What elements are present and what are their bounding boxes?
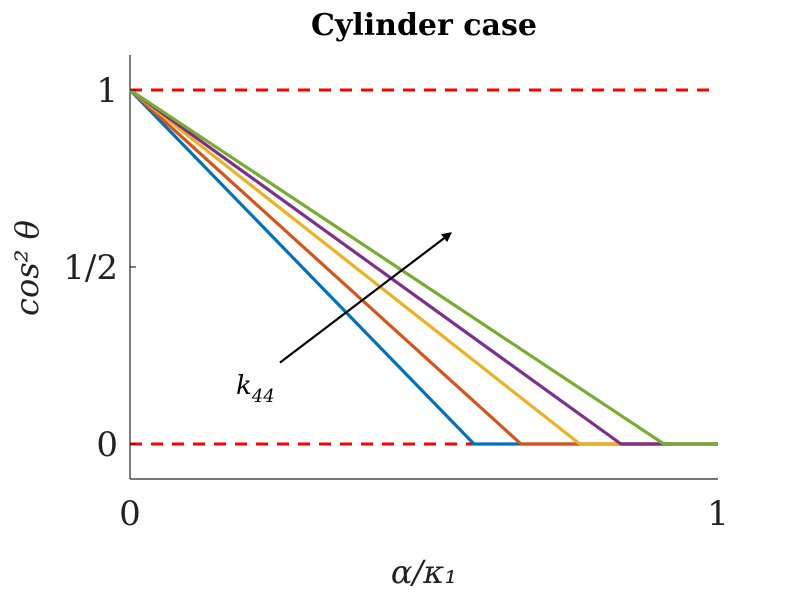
x-axis-label: α/κ₁ <box>391 553 457 591</box>
series-lines <box>128 88 718 446</box>
annotation-label-sub: 44 <box>251 386 275 407</box>
y-axis-label: cos² θ <box>8 220 46 316</box>
chart-title: Cylinder case <box>311 8 537 43</box>
annotation-label: k44 <box>236 371 275 407</box>
y-tick-label-2: 1 <box>96 71 118 111</box>
x-tick-label-0: 0 <box>119 494 141 534</box>
y-tick-label-1: 1/2 <box>63 248 118 288</box>
y-tick-label-0: 0 <box>96 425 118 465</box>
annotation-label-base: k <box>236 371 252 401</box>
x-tick-label-1: 1 <box>707 494 729 534</box>
annotation-arrow <box>279 232 453 364</box>
y-tick-labels: 0 1/2 1 <box>63 71 136 465</box>
series-line-5 <box>129 88 718 446</box>
k44-annotation: k44 <box>236 232 453 407</box>
